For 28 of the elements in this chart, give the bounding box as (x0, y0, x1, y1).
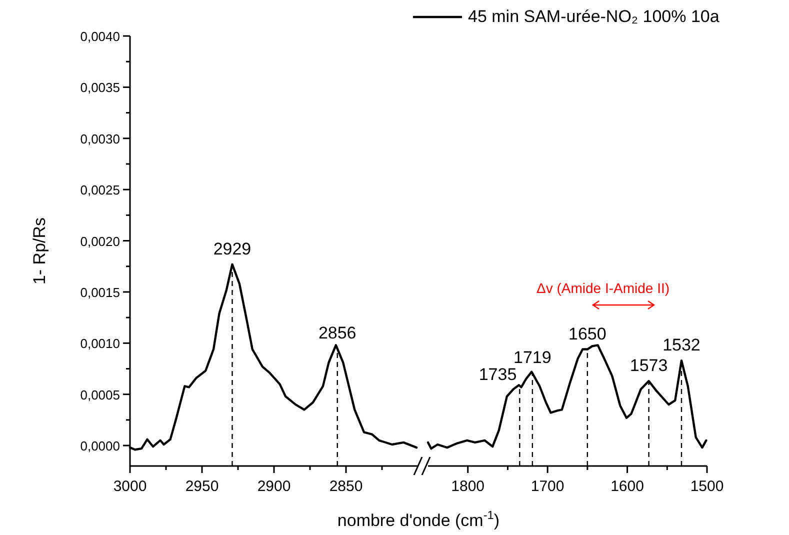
ref-line-label: 1573 (630, 356, 668, 376)
y-tick-label: 0,0010 (80, 336, 120, 352)
y-tick-label: 0,0000 (80, 438, 120, 454)
ref-line-label: 1719 (514, 348, 552, 368)
y-tick-label: 0,0035 (80, 80, 120, 96)
ref-line-label: 1735 (478, 364, 517, 384)
x-tick-label: 1600 (610, 478, 644, 495)
y-tick-label: 0,0030 (80, 131, 120, 146)
ref-line-label: 2856 (318, 324, 356, 343)
x-tick-label: 1700 (530, 478, 564, 495)
ref-line-label: 1532 (662, 336, 700, 355)
x-tick-label: 1800 (451, 478, 485, 495)
annotation: Δv (Amide I-Amide II) (536, 280, 670, 296)
x-tick-label: 2850 (329, 478, 363, 495)
x-tick-label: 3000 (113, 478, 147, 495)
y-tick-label: 0,0005 (80, 387, 120, 402)
x-tick-label: 2950 (185, 478, 219, 495)
y-tick-label: 0,0020 (80, 234, 120, 249)
ref-line-label: 2929 (213, 239, 252, 258)
x-axis-title: nombre d'onde (cm$^{-1}$) (337, 508, 500, 530)
x-tick-label: 1500 (690, 478, 724, 495)
y-tick-label: 0,0040 (80, 29, 120, 44)
y-axis-title: 1- Rp/Rs (30, 217, 49, 285)
y-tick-label: 0,0015 (80, 284, 120, 300)
x-tick-label: 2900 (257, 478, 291, 495)
ref-line-label: 1650 (568, 324, 606, 344)
legend-label: 45 min SAM-urée-NO₂ 100% 10a (468, 7, 720, 26)
y-tick-label: 0,0025 (80, 182, 120, 198)
